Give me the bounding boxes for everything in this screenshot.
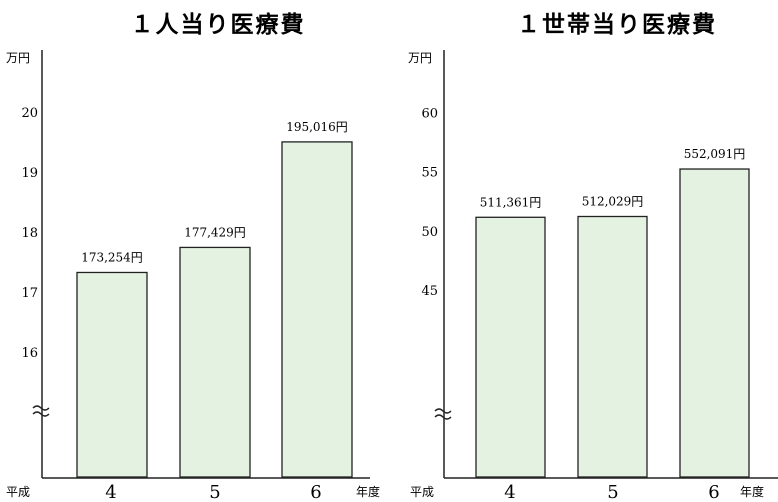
era-label: 平成 — [410, 485, 434, 499]
y-tick-label: 17 — [21, 286, 38, 301]
x-category-label: 5 — [607, 482, 618, 502]
era-label: 平成 — [6, 485, 30, 499]
y-tick-label: 60 — [421, 106, 438, 121]
y-tick-label: 55 — [421, 166, 438, 181]
bar — [281, 141, 353, 478]
chart-title: １世帯当り医療費 — [517, 11, 717, 38]
fiscal-year-label: 年度 — [356, 484, 380, 499]
bar-value-label: 512,029円 — [582, 194, 644, 208]
y-tick-label: 16 — [21, 346, 38, 361]
fiscal-year-label: 年度 — [740, 484, 764, 499]
bar — [475, 216, 546, 478]
y-tick-label: 45 — [421, 284, 438, 299]
bar — [577, 215, 648, 478]
y-unit-label: 万円 — [6, 51, 30, 65]
axis-break-icon — [434, 408, 452, 420]
bar-value-label: 173,254円 — [81, 250, 143, 264]
x-category-label: 6 — [310, 482, 321, 502]
chart-title: １人当り医療費 — [131, 11, 306, 38]
bar-value-label: 195,016円 — [286, 120, 348, 134]
bar-value-label: 177,429円 — [184, 225, 246, 239]
bar-value-label: 511,361円 — [480, 195, 542, 209]
y-tick-label: 50 — [421, 225, 438, 240]
x-category-label: 6 — [708, 482, 719, 502]
axis-break-icon — [32, 405, 50, 417]
bar-value-label: 552,091円 — [684, 147, 746, 161]
per-person-chart: １人当り医療費 万円 平成 年度 16 17 18 19 20 173,254円 4 177,… — [6, 11, 380, 502]
y-tick-label: 18 — [21, 226, 38, 241]
y-unit-label: 万円 — [408, 51, 432, 65]
x-category-label: 4 — [504, 482, 515, 502]
bar — [76, 271, 148, 478]
x-category-label: 5 — [209, 482, 220, 502]
per-household-chart: １世帯当り医療費 万円 平成 年度 45 50 55 60 511,361円 4 512,0… — [408, 11, 778, 502]
bar — [679, 168, 750, 478]
y-tick-label: 19 — [21, 166, 38, 181]
bar — [179, 246, 251, 478]
x-category-label: 4 — [105, 482, 116, 502]
y-tick-label: 20 — [21, 106, 38, 121]
